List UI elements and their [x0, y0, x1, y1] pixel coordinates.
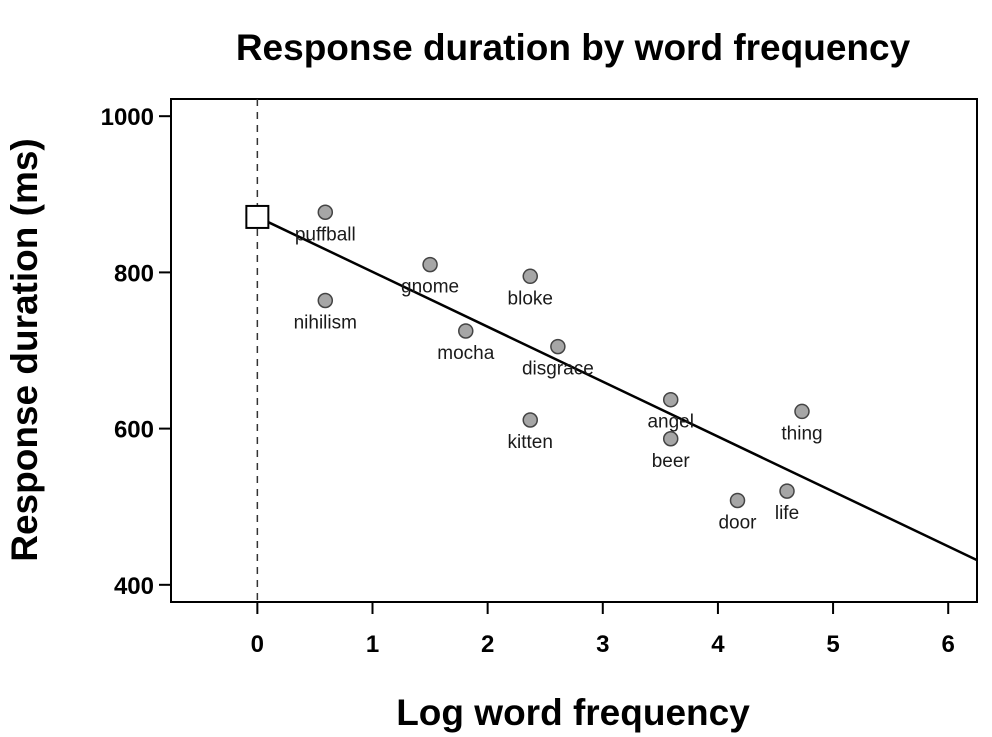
data-point-label-angel: angel: [647, 412, 694, 433]
data-point-life: [779, 483, 795, 499]
regression-line: [256, 215, 977, 562]
plot-frame: [170, 98, 978, 603]
x-tick-label: 3: [596, 631, 609, 658]
data-point-label-disgrace: disgrace: [522, 359, 594, 380]
chart-title: Response duration by word frequency: [236, 27, 911, 68]
x-tick-label: 6: [942, 631, 955, 658]
data-point-label-beer: beer: [652, 451, 691, 472]
data-point-label-gnome: gnome: [401, 277, 459, 298]
data-point-nihilism: [317, 292, 334, 309]
x-tick-label: 1: [366, 631, 379, 658]
data-point-label-door: door: [718, 512, 757, 533]
data-point-label-nihilism: nihilism: [294, 313, 357, 334]
data-point-disgrace: [550, 338, 566, 355]
data-point-label-bloke: bloke: [508, 288, 553, 309]
data-point-mocha: [458, 323, 474, 339]
data-point-label-puffball: puffball: [295, 224, 356, 245]
y-tick-label: 400: [114, 573, 154, 600]
y-tick-label: 1000: [101, 104, 154, 131]
data-point-label-thing: thing: [781, 423, 822, 444]
data-point-door: [729, 492, 746, 509]
data-point-beer: [662, 431, 679, 447]
y-axis-label: Response duration (ms): [4, 138, 45, 562]
data-point-label-life: life: [775, 503, 799, 524]
data-point-label-mocha: mocha: [437, 343, 494, 364]
x-tick-label: 0: [251, 631, 264, 658]
data-point-puffball: [317, 204, 334, 221]
data-point-label-kitten: kitten: [508, 432, 553, 453]
plot-area: 0 1 2 3 4 5 6 400 600 800 1000 puffball nihilism gnom…: [101, 98, 978, 658]
data-point-kitten: [522, 412, 538, 428]
x-tick-label: 5: [826, 631, 839, 658]
intercept-marker: [245, 204, 270, 229]
data-point-angel: [662, 391, 679, 408]
x-axis-label: Log word frequency: [396, 692, 750, 733]
x-tick-label: 2: [481, 631, 494, 658]
y-tick-label: 600: [114, 417, 154, 444]
y-tick-label: 800: [114, 260, 154, 287]
data-point-bloke: [522, 268, 538, 285]
x-tick-label: 4: [711, 631, 725, 658]
data-point-thing: [794, 403, 810, 420]
data-point-gnome: [422, 256, 438, 273]
